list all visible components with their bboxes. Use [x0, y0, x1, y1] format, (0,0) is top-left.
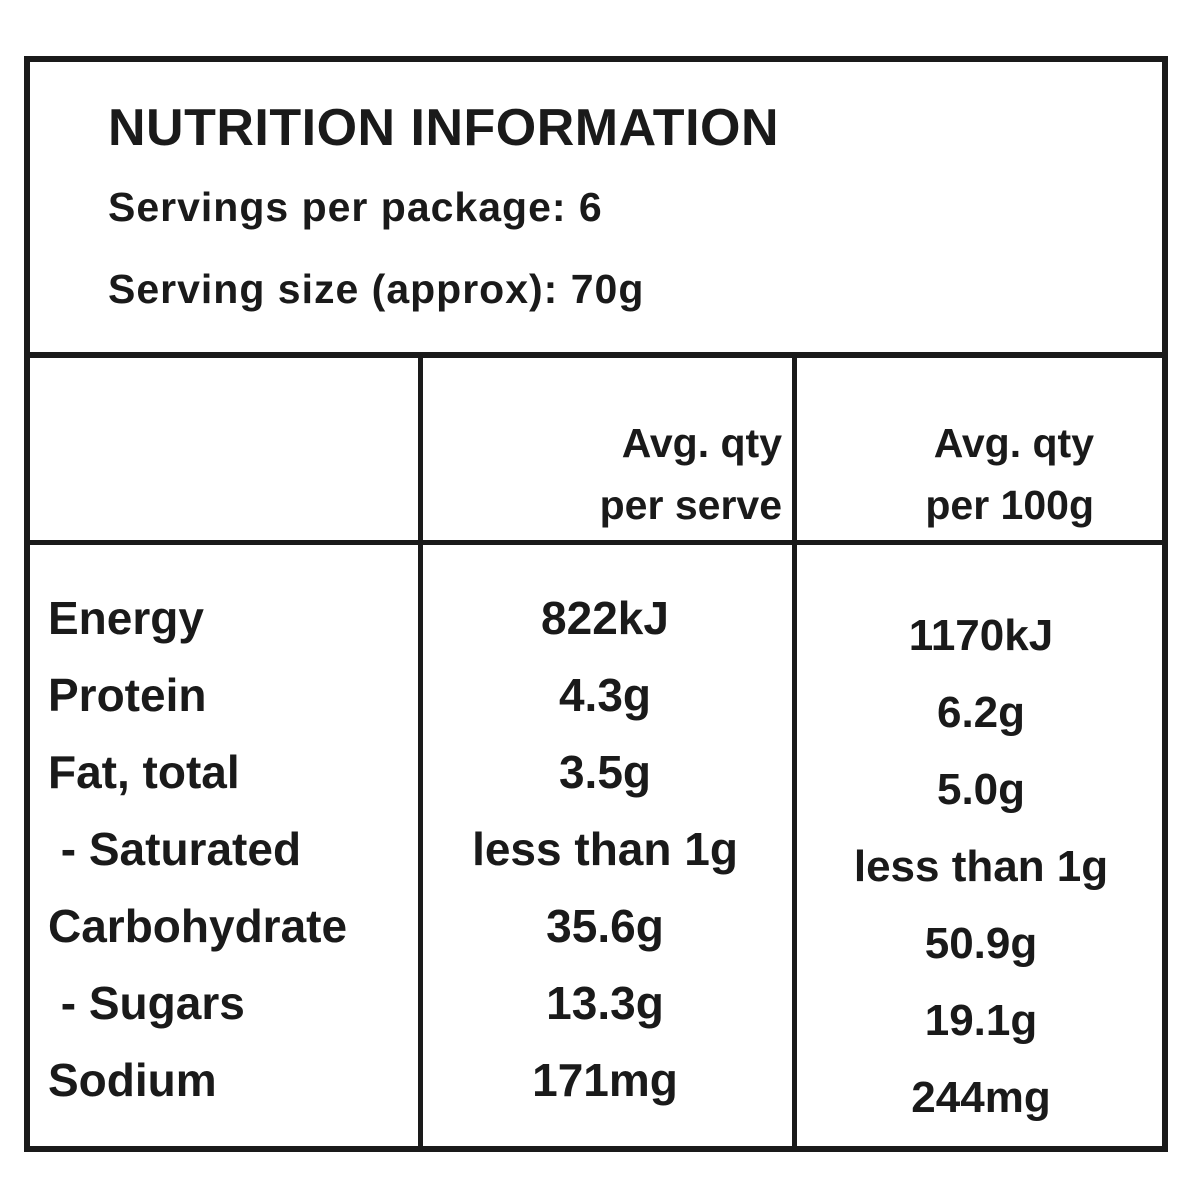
nutrient-row-sodium: Sodium 171mg 244mg: [30, 1050, 1164, 1127]
column-header-per-100g-line2: per 100g: [925, 482, 1094, 528]
nutrient-label: - Sugars: [48, 977, 245, 1029]
nutrient-row-carbohydrate: Carbohydrate 35.6g 50.9g: [30, 896, 1164, 973]
per-serve-value: 3.5g: [558, 746, 652, 798]
column-divider: [792, 352, 797, 1146]
per-100g-value: 6.2g: [936, 688, 1026, 737]
nutrient-rows: Energy 822kJ 1170kJ Protein 4.3g 6.2g Fa…: [30, 588, 1164, 1127]
nutrient-label: Fat, total: [48, 746, 240, 798]
nutrient-label: Sodium: [48, 1054, 217, 1106]
column-header-per-serve-line1: Avg. qty: [621, 420, 782, 466]
nutrient-label: Energy: [48, 592, 204, 644]
column-header-per-serve-line2: per serve: [599, 482, 782, 528]
column-header-divider: [30, 540, 1164, 545]
column-header-per-serve: Avg. qty per serve: [430, 412, 782, 536]
per-serve-value: 171mg: [532, 1054, 678, 1106]
per-serve-value: 35.6g: [546, 900, 664, 952]
per-100g-value: 19.1g: [924, 996, 1038, 1045]
column-header-per-100g: Avg. qty per 100g: [804, 412, 1094, 536]
per-100g-value: 244mg: [911, 1073, 1051, 1122]
nutrient-label: Carbohydrate: [48, 900, 348, 952]
column-header-per-100g-line1: Avg. qty: [933, 420, 1094, 466]
per-serve-value: less than 1g: [472, 823, 738, 875]
nutrition-panel: NUTRITION INFORMATION Servings per packa…: [24, 56, 1168, 1152]
panel-header: NUTRITION INFORMATION Servings per packa…: [30, 62, 1162, 358]
per-100g-value: 5.0g: [936, 765, 1026, 814]
column-divider: [418, 352, 423, 1146]
serving-size: Serving size (approx): 70g: [108, 266, 645, 312]
per-100g-value: 50.9g: [924, 919, 1038, 968]
per-serve-value: 13.3g: [546, 977, 664, 1029]
per-100g-value: 1170kJ: [908, 611, 1054, 660]
nutrient-row-saturated: - Saturated less than 1g less than 1g: [30, 819, 1164, 896]
nutrient-label: - Saturated: [48, 823, 302, 875]
nutrient-row-energy: Energy 822kJ 1170kJ: [30, 588, 1164, 665]
per-serve-value: 4.3g: [558, 669, 652, 721]
nutrient-row-protein: Protein 4.3g 6.2g: [30, 665, 1164, 742]
servings-per-package: Servings per package: 6: [108, 184, 603, 230]
nutrient-label: Protein: [48, 669, 207, 721]
per-100g-value: less than 1g: [853, 842, 1109, 891]
per-serve-value: 822kJ: [541, 592, 669, 644]
nutrient-row-sugars: - Sugars 13.3g 19.1g: [30, 973, 1164, 1050]
panel-title: NUTRITION INFORMATION: [108, 99, 780, 157]
nutrient-row-fat-total: Fat, total 3.5g 5.0g: [30, 742, 1164, 819]
